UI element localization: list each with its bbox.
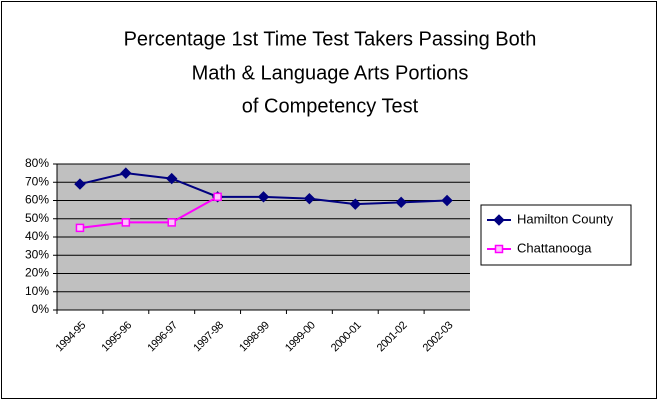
chart-title: Percentage 1st Time Test Takers Passing … [124,28,537,50]
y-tick-label: 0% [32,302,50,316]
legend-box [480,204,632,266]
y-tick-label: 60% [25,193,49,207]
data-point [441,194,453,207]
data-point [257,191,270,203]
data-point [166,172,178,185]
y-tick-label: 10% [25,284,49,298]
data-point [349,198,361,210]
y-tick-label: 20% [25,266,49,280]
data-point [303,192,316,205]
y-tick-label: 50% [25,211,49,225]
data-point [121,218,131,227]
legend-marker [493,214,505,226]
y-tick-label: 30% [25,247,49,261]
y-tick-label: 80% [25,156,49,170]
legend-label: Chattanooga [517,240,592,255]
data-point [395,196,407,209]
data-point [74,178,86,190]
data-point [167,218,176,227]
y-tick-label: 40% [25,229,49,243]
data-point [120,167,132,179]
data-point [213,192,222,202]
legend-marker [494,244,504,254]
chart-title: of Competency Test [242,95,419,117]
y-tick-label: 70% [25,174,49,188]
chart-title: Math & Language Arts Portions [192,62,469,84]
legend-label: Hamilton County [517,211,614,226]
series-line [79,195,219,229]
data-point [75,223,85,233]
